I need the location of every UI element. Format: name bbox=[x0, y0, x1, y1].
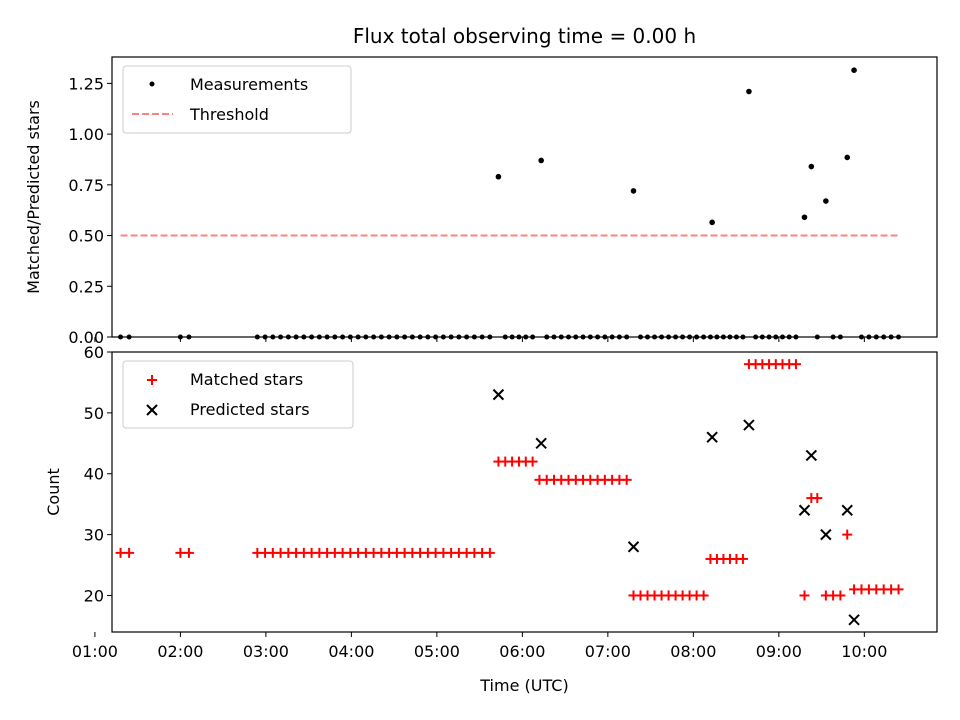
bottom-x-tick-label: 06:00 bbox=[499, 642, 545, 661]
bottom-x-tick-label: 10:00 bbox=[841, 642, 887, 661]
bottom-x-tick-label: 08:00 bbox=[670, 642, 716, 661]
measurement-point bbox=[844, 154, 851, 161]
top-y-tick-label: 1.00 bbox=[68, 125, 104, 144]
measurement-point bbox=[538, 157, 544, 164]
bottom-x-axis-label: Time (UTC) bbox=[479, 676, 568, 695]
measurement-point bbox=[709, 219, 715, 226]
top-y-tick-label: 1.25 bbox=[68, 74, 104, 93]
bottom-x-tick-label: 04:00 bbox=[328, 642, 374, 661]
bottom-y-axis-label: Count bbox=[44, 468, 63, 516]
legend-measurements-marker bbox=[149, 81, 155, 87]
bottom-y-tick-label: 40 bbox=[84, 465, 104, 484]
legend-predicted-marker bbox=[146, 404, 158, 416]
top-y-axis-label: Matched/Predicted stars bbox=[24, 100, 43, 294]
matched-star-marker bbox=[737, 553, 748, 564]
bottom-axes-frame bbox=[111, 351, 938, 633]
matched-star-marker bbox=[835, 590, 846, 601]
matched-star-marker bbox=[484, 547, 495, 558]
predicted-star-marker bbox=[805, 449, 818, 462]
predicted-star-marker bbox=[627, 541, 640, 553]
matched-star-marker bbox=[175, 547, 186, 558]
predicted-star-marker bbox=[535, 437, 547, 450]
predicted-star-marker bbox=[743, 419, 755, 431]
predicted-star-marker bbox=[848, 614, 860, 626]
bottom-legend-box bbox=[122, 360, 354, 429]
bottom-y-tick-label: 20 bbox=[84, 586, 104, 605]
top-y-tick-label: 0.25 bbox=[68, 277, 104, 296]
matched-star-marker bbox=[124, 547, 135, 558]
matched-star-marker bbox=[115, 547, 126, 558]
top-y-tick-label: 0.50 bbox=[68, 227, 104, 246]
predicted-star-marker bbox=[841, 504, 853, 516]
measurement-point bbox=[851, 67, 857, 73]
predicted-star-marker bbox=[798, 504, 811, 516]
matched-star-marker bbox=[698, 590, 709, 601]
top-plot-area: 0.00 0.25 0.50 0.75 1.00 1.25 bbox=[68, 67, 902, 347]
matched-star-marker bbox=[842, 529, 853, 540]
bottom-y-tick-label: 60 bbox=[84, 343, 104, 362]
measurement-point bbox=[746, 88, 752, 95]
bottom-legend: Matched stars Predicted stars bbox=[122, 360, 354, 429]
legend-measurements-label: Measurements bbox=[190, 75, 308, 94]
measurement-point bbox=[801, 214, 808, 221]
matched-star-marker bbox=[790, 359, 801, 370]
bottom-x-tick-label: 05:00 bbox=[414, 642, 460, 661]
legend-matched-marker bbox=[147, 375, 157, 385]
matched-star-marker bbox=[183, 547, 194, 558]
top-axes-frame bbox=[111, 56, 938, 338]
measurement-point bbox=[630, 188, 637, 194]
top-legend: Measurements Threshold bbox=[122, 65, 352, 134]
legend-threshold-label: Threshold bbox=[189, 105, 269, 124]
measurement-point bbox=[808, 163, 815, 170]
top-chart-title: Flux total observing time = 0.00 h bbox=[353, 24, 696, 48]
legend-matched-label: Matched stars bbox=[190, 370, 303, 389]
predicted-star-marker bbox=[820, 528, 832, 541]
bottom-y-tick-label: 50 bbox=[84, 404, 104, 423]
bottom-y-tick-label: 30 bbox=[84, 526, 104, 545]
top-legend-box bbox=[122, 65, 352, 134]
bottom-plot-area: 20 30 40 50 60 01:00 02:00 03:00 04:00 05:00 06:00… bbox=[72, 343, 904, 661]
matched-star-marker bbox=[621, 474, 632, 485]
bottom-x-tick-label: 07:00 bbox=[585, 642, 631, 661]
bottom-x-tick-label: 01:00 bbox=[72, 642, 118, 661]
measurement-point bbox=[823, 198, 829, 204]
matched-star-marker bbox=[527, 456, 538, 467]
top-y-tick-label: 0.00 bbox=[68, 328, 104, 347]
matched-star-marker bbox=[893, 584, 904, 595]
bottom-x-tick-label: 03:00 bbox=[243, 642, 289, 661]
top-y-tick-label: 0.75 bbox=[68, 176, 104, 195]
predicted-star-marker bbox=[706, 431, 718, 443]
matched-star-marker bbox=[799, 590, 810, 601]
legend-predicted-label: Predicted stars bbox=[190, 400, 310, 419]
measurement-point bbox=[495, 173, 502, 180]
matched-star-marker bbox=[812, 493, 823, 504]
predicted-star-marker bbox=[492, 388, 505, 401]
bottom-x-tick-label: 02:00 bbox=[157, 642, 203, 661]
bottom-x-tick-label: 09:00 bbox=[756, 642, 802, 661]
